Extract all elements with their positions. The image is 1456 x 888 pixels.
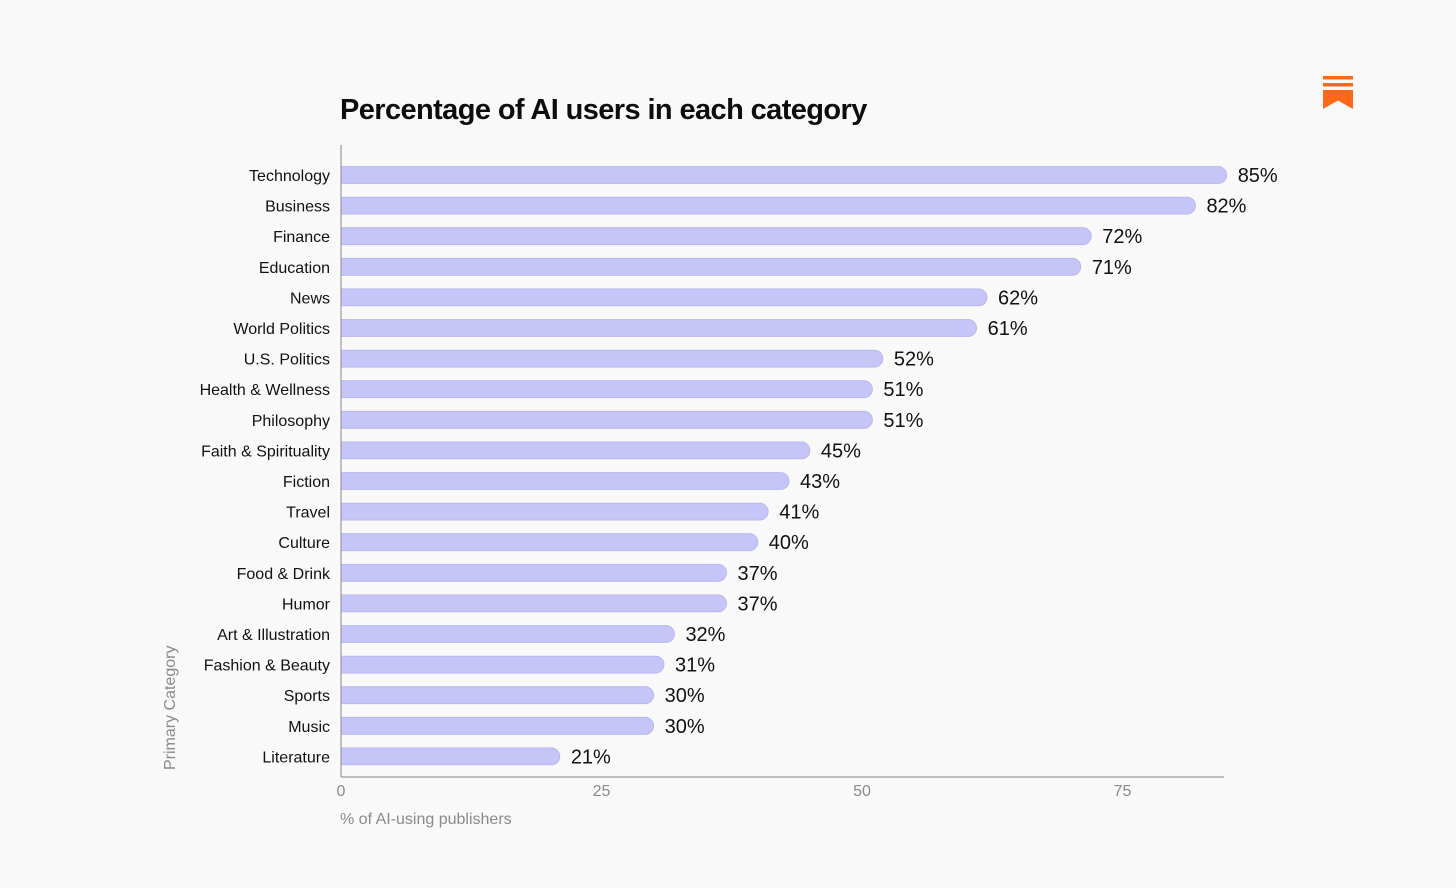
bar-u-s-politics [340,349,884,368]
value-label: 37% [738,563,778,585]
category-label: Finance [273,229,330,246]
substack-bookmark-icon [1323,76,1353,109]
category-label: Sports [284,688,330,705]
category-label: Music [288,719,330,736]
value-label: 32% [685,624,725,646]
bar-business [340,196,1196,215]
ticks-layer: 0 25 50 75 [337,783,1132,800]
value-label: 61% [988,318,1028,340]
bar-faith-spirituality [340,441,811,460]
value-label: 40% [769,532,809,554]
bar-humor [340,594,727,613]
value-label: 41% [779,502,819,524]
category-label: Culture [278,535,330,552]
labels-layer: Technology 85% Business 82% Finance 72% Educat… [200,165,1278,768]
category-label: Fashion & Beauty [204,658,330,675]
value-label: 37% [738,593,778,615]
value-label: 62% [998,287,1038,309]
bar-culture [340,533,759,552]
category-label: Health & Wellness [200,382,330,399]
bar-education [340,257,1082,276]
category-label: Food & Drink [237,566,331,583]
bar-philosophy [340,410,873,429]
bars-layer [340,166,1228,766]
bar-fiction [340,472,790,490]
value-label: 51% [883,410,923,432]
value-label: 30% [665,685,705,707]
category-label: Fiction [283,474,330,491]
value-label: 51% [883,379,923,401]
bar-world-politics [340,319,977,337]
bar-food-drink [340,563,727,582]
category-label: Humor [282,596,331,613]
bar-technology [340,166,1228,184]
value-label: 21% [571,746,611,768]
x-tick-label: 75 [1114,783,1132,800]
category-label: World Politics [233,321,330,338]
value-label: 71% [1092,257,1132,279]
category-label: Business [265,199,330,216]
value-label: 52% [894,349,934,371]
bar-literature [340,747,561,766]
value-label: 31% [675,655,715,677]
value-label: 72% [1102,226,1142,248]
x-tick-label: 0 [337,783,346,800]
value-label: 30% [665,716,705,738]
bar-finance [340,227,1092,246]
value-label: 82% [1206,196,1246,218]
bar-music [340,716,654,735]
category-label: Travel [286,505,330,522]
category-label: Technology [249,168,330,185]
bar-sports [340,686,654,705]
value-label: 45% [821,440,861,462]
category-label: Education [259,260,330,277]
x-tick-label: 50 [853,783,871,800]
category-label: Literature [262,749,330,766]
bar-travel [340,502,769,521]
category-label: U.S. Politics [244,352,330,369]
bar-art-illustration [340,625,675,643]
category-label: Philosophy [252,413,330,430]
bar-fashion-beauty [340,655,665,674]
bar-news [340,288,988,307]
x-axis-title: % of AI-using publishers [340,811,512,828]
chart-title: Percentage of AI users in each category [340,94,867,126]
category-label: Faith & Spirituality [201,443,330,460]
bar-health-wellness [340,380,873,399]
value-label: 43% [800,471,840,493]
category-label: News [290,290,330,307]
y-axis-title: Primary Category [162,646,179,770]
value-label: 85% [1238,165,1278,187]
category-label: Art & Illustration [217,627,330,644]
x-tick-label: 25 [593,783,611,800]
